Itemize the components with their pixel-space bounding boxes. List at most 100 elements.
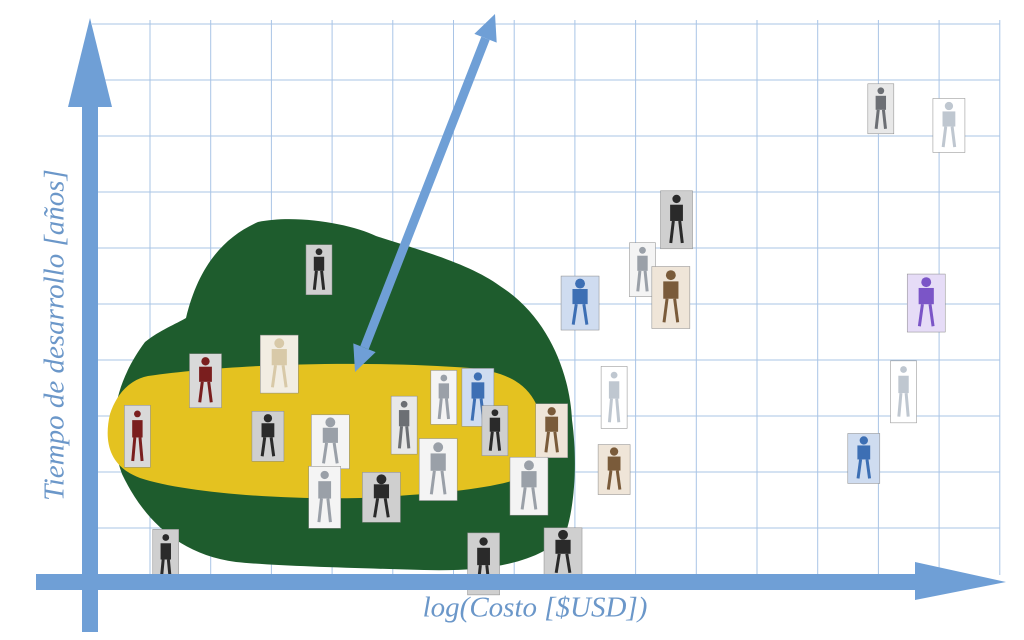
robot-head-mark (877, 87, 885, 95)
robot-leg-mark (332, 442, 339, 464)
robot-torso-mark (670, 204, 683, 221)
robot-leg-mark (662, 298, 669, 323)
robot-head-mark (473, 372, 483, 381)
robot-leg-mark (440, 470, 447, 495)
robot-head-mark (162, 534, 170, 541)
robot-torso-mark (555, 539, 571, 554)
y-axis-line (82, 95, 98, 632)
robot-leg-mark (607, 398, 613, 423)
robot-torso-mark (898, 375, 909, 394)
robot-leg-mark (874, 109, 880, 129)
robot-torso-mark (430, 453, 446, 471)
data-point (260, 334, 299, 394)
robot-leg-mark (320, 270, 326, 290)
robot-head-mark (134, 410, 141, 418)
robot-head-mark (610, 371, 618, 379)
robot-torso-mark (132, 420, 143, 438)
robot-torso-mark (663, 281, 679, 299)
robot-torso-mark (160, 543, 171, 560)
data-point (906, 273, 946, 333)
robot-leg-mark (678, 220, 684, 244)
robot-leg-mark (582, 303, 589, 325)
robot-torso-mark (261, 423, 275, 438)
robot-leg-mark (131, 437, 137, 462)
data-point (509, 456, 549, 516)
robot-head-mark (665, 270, 676, 281)
data-point (560, 275, 600, 331)
robot-leg-mark (606, 470, 613, 490)
robot-head-mark (944, 101, 954, 111)
robot-torso-mark (438, 383, 450, 399)
x-axis-arrowhead (915, 562, 1006, 600)
robot-leg-mark (856, 459, 863, 479)
robot-leg-mark (496, 431, 502, 451)
robot-leg-mark (373, 498, 380, 518)
robot-leg-mark (669, 220, 675, 244)
data-point (932, 98, 966, 153)
data-point (251, 411, 285, 462)
robot-head-mark (315, 248, 323, 256)
robot-head-mark (433, 442, 444, 453)
robot-leg-mark (488, 431, 494, 451)
data-point (600, 366, 628, 429)
robot-head-mark (201, 357, 210, 366)
data-point (660, 190, 693, 250)
robot-leg-mark (281, 365, 288, 388)
data-point (597, 444, 631, 495)
robot-leg-mark (437, 398, 443, 420)
data-point (535, 403, 568, 458)
robot-leg-mark (673, 298, 680, 323)
robot-leg-mark (544, 431, 550, 453)
robot-torso-mark (572, 289, 588, 305)
robot-leg-mark (643, 270, 649, 292)
robot-leg-mark (941, 126, 948, 148)
robot-head-mark (479, 537, 488, 546)
robot-leg-mark (397, 426, 404, 449)
data-point (629, 242, 656, 297)
data-point (651, 266, 691, 329)
robot-leg-mark (405, 426, 411, 449)
robot-head-mark (859, 436, 868, 445)
robot-leg-mark (531, 487, 538, 510)
annotation-arrowhead-bottom (353, 343, 376, 372)
robot-head-mark (376, 474, 387, 485)
robot-leg-mark (904, 392, 910, 417)
robot-torso-mark (875, 95, 887, 110)
robot-leg-mark (269, 437, 276, 457)
data-point (847, 433, 881, 484)
data-point (390, 395, 418, 455)
robot-leg-mark (571, 303, 578, 325)
x-axis-line (36, 574, 920, 590)
robot-torso-mark (313, 256, 325, 271)
robot-torso-mark (608, 381, 620, 399)
data-point (362, 472, 401, 523)
robot-head-mark (524, 460, 534, 471)
x-axis-label: log(Costo [$USD]) (422, 591, 648, 624)
robot-torso-mark (857, 445, 871, 460)
robot-head-mark (921, 277, 932, 288)
robot-torso-mark (521, 471, 537, 488)
robot-leg-mark (615, 398, 621, 423)
robot-leg-mark (198, 381, 204, 403)
robot-torso-mark (199, 366, 212, 382)
robot-leg-mark (317, 498, 323, 523)
robot-torso-mark (398, 410, 410, 427)
robot-head-mark (263, 414, 273, 423)
data-point (418, 438, 458, 501)
robot-leg-mark (444, 398, 451, 420)
robot-leg-mark (312, 270, 318, 290)
data-point (867, 83, 895, 135)
robot-torso-mark (942, 111, 956, 127)
annotation-arrow (353, 14, 497, 372)
robot-torso-mark (637, 255, 648, 271)
robot-torso-mark (489, 417, 501, 432)
robot-leg-mark (520, 487, 527, 510)
robot-torso-mark (607, 456, 621, 471)
robot-leg-mark (928, 304, 935, 327)
robot-leg-mark (554, 553, 561, 574)
data-point (430, 370, 458, 425)
robot-leg-mark (383, 498, 390, 518)
robot-head-mark (440, 374, 448, 382)
robot-head-mark (900, 366, 907, 373)
robot-leg-mark (865, 459, 872, 479)
